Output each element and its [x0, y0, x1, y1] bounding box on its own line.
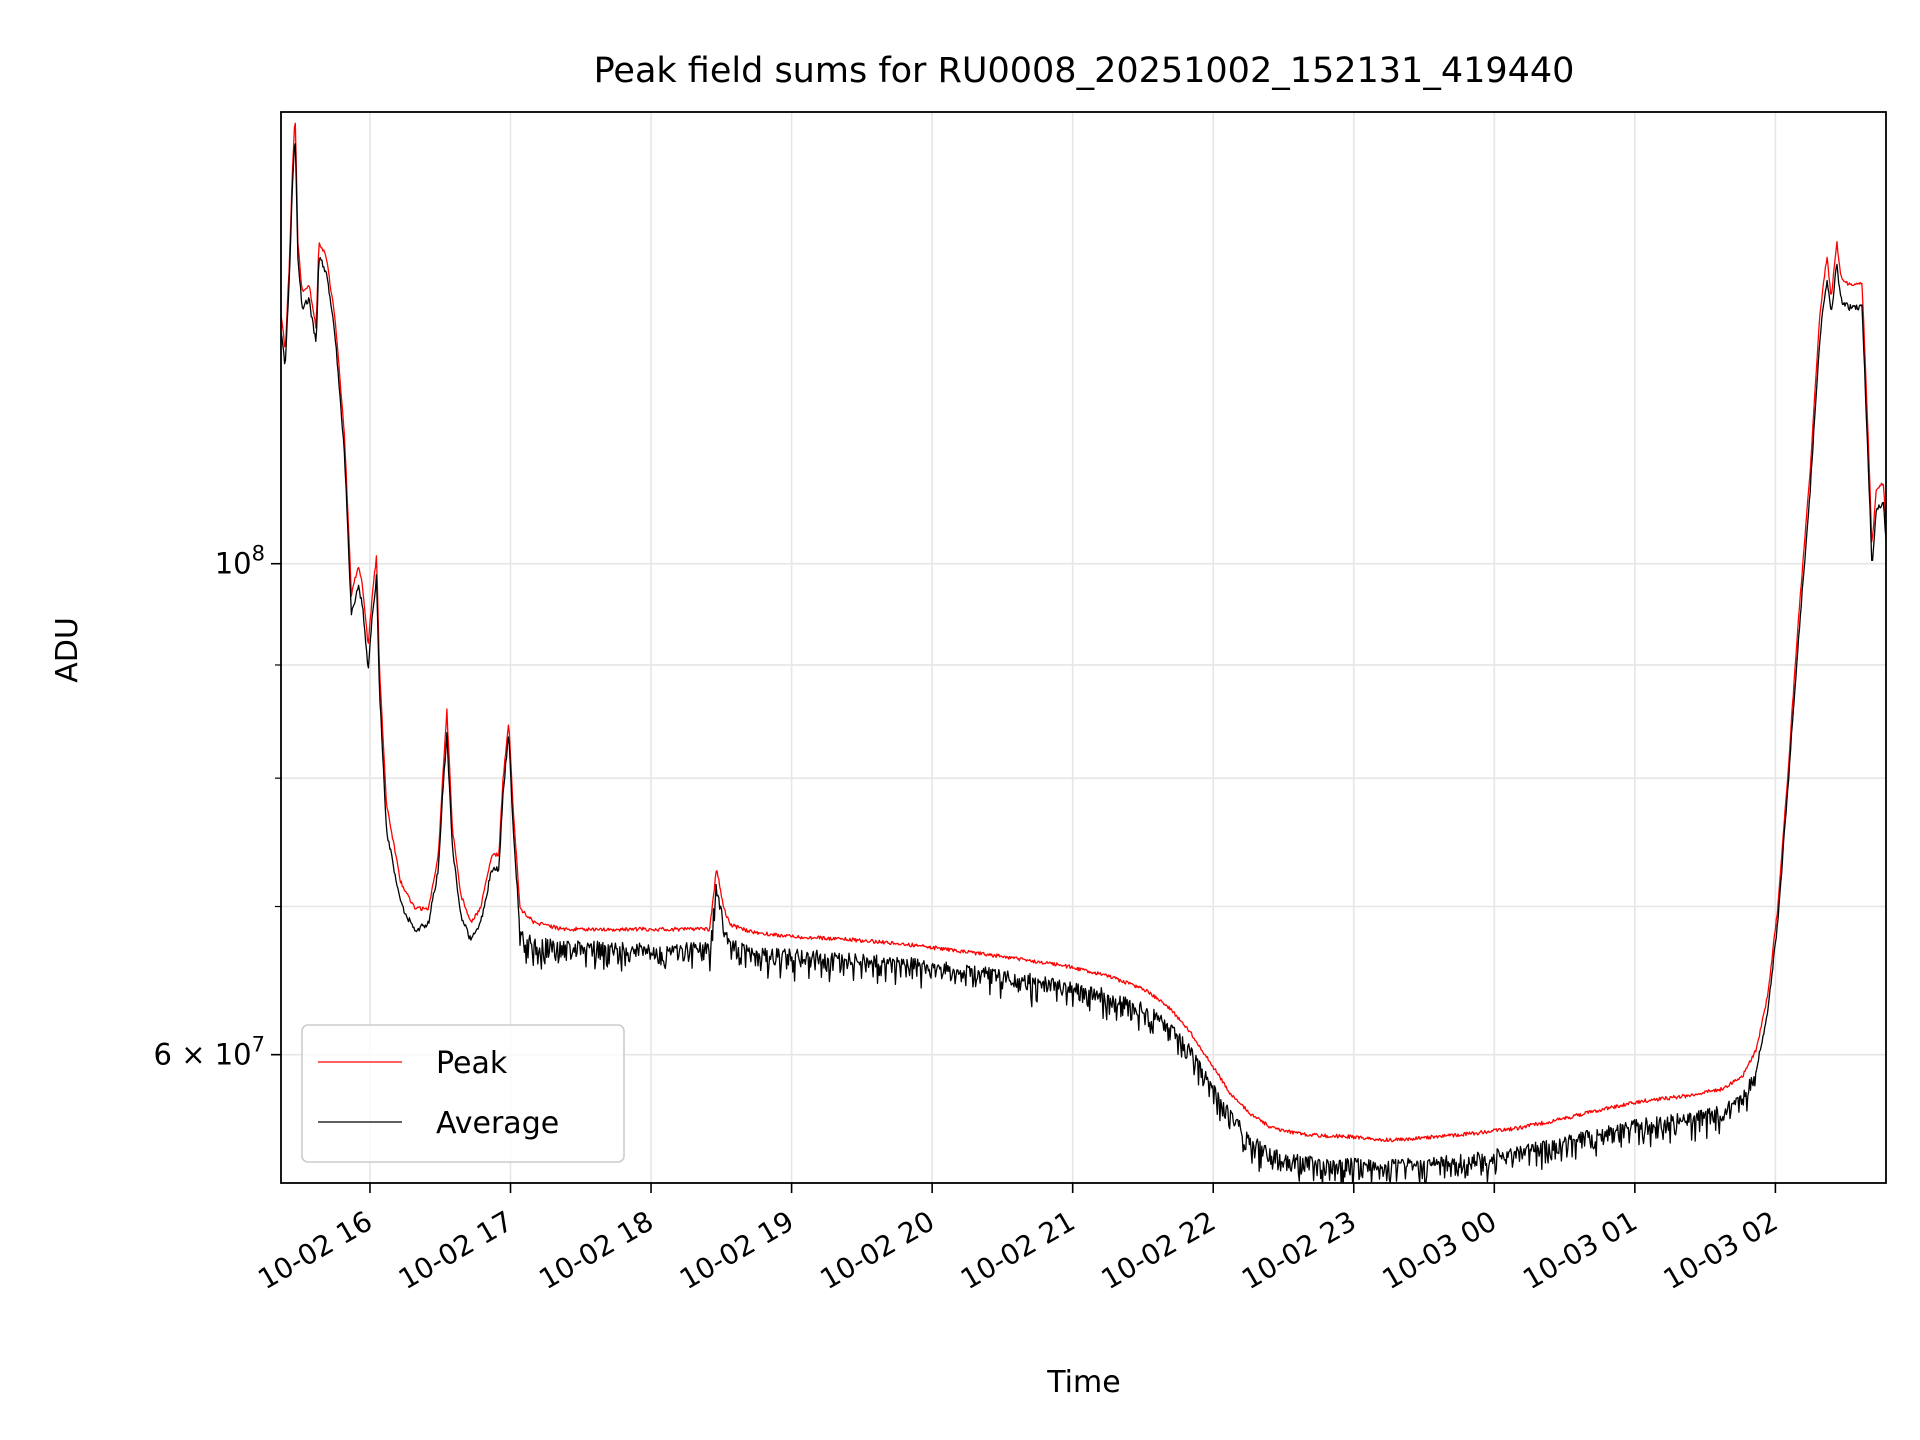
grid [281, 112, 1886, 1183]
y-tick-exponent: 8 [252, 542, 265, 566]
y-tick-base: 10 [215, 1038, 252, 1072]
y-tick-base: 10 [215, 547, 252, 581]
y-tick-coef: 6 × [154, 1038, 215, 1072]
series-layer [281, 122, 1886, 1183]
y-tick-exponent: 7 [252, 1033, 265, 1057]
legend-label-average: Average [436, 1106, 559, 1141]
y-axis-label: ADU [50, 617, 85, 683]
plot-frame [280, 111, 1887, 1184]
series-line-average [281, 143, 1886, 1183]
legend-label-peak: Peak [436, 1046, 508, 1081]
legend-box [301, 1024, 625, 1163]
chart-title: Peak field sums for RU0008_20251002_1521… [594, 51, 1575, 91]
y-tick-label: 6 × 107 [154, 1033, 265, 1072]
y-tick-label: 108 [215, 542, 265, 581]
x-axis-label: Time [1046, 1365, 1120, 1400]
legend: Peak Average [301, 1024, 625, 1163]
series-line-peak [281, 122, 1886, 1143]
